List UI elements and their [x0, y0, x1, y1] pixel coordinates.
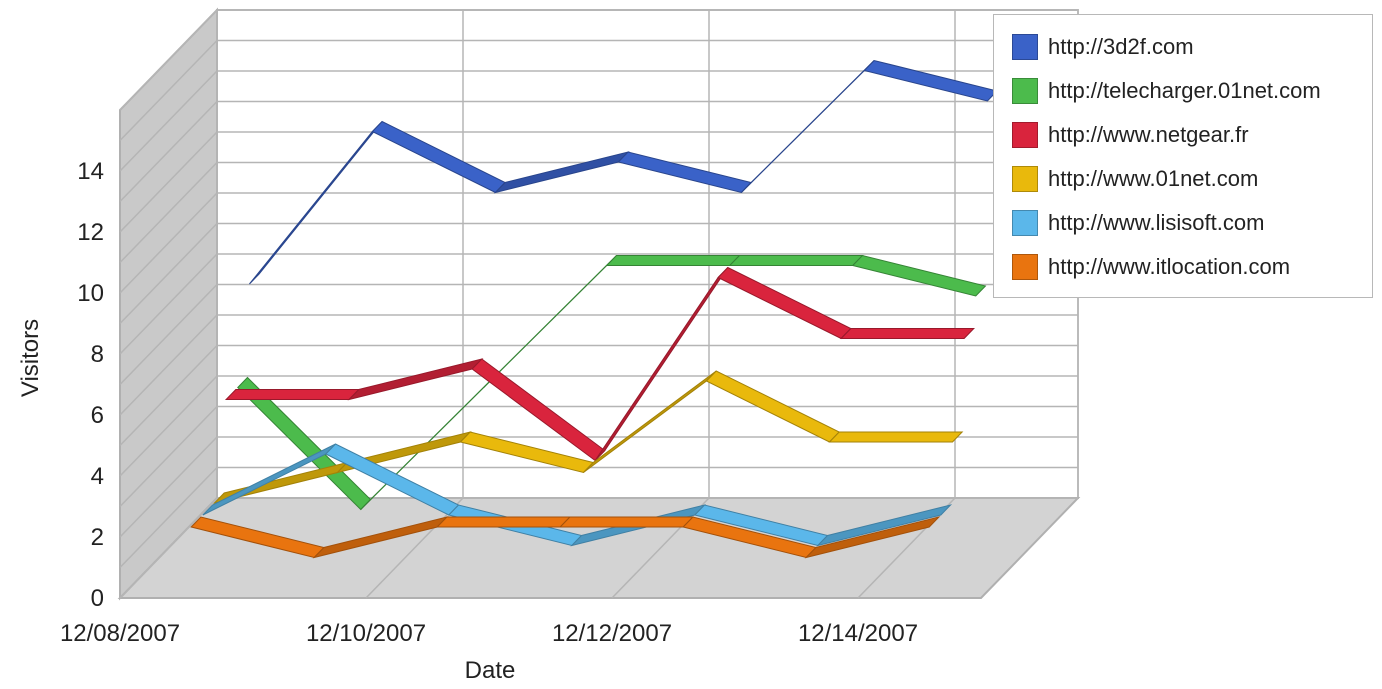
chart-series — [190, 59, 999, 559]
series-segment — [816, 504, 953, 547]
y-tick-label: 12 — [77, 219, 104, 246]
series-segment — [436, 516, 572, 528]
gridline-x — [119, 10, 218, 599]
series-segment — [839, 328, 976, 339]
gridline-x — [857, 10, 956, 599]
legend-label: http://www.itlocation.com — [1048, 254, 1291, 279]
x-axis-title: Date — [465, 657, 516, 684]
y-axis-title: Visitors — [17, 319, 44, 397]
legend-swatch — [1012, 210, 1038, 236]
legend-swatch — [1012, 122, 1038, 148]
series-segment — [851, 254, 987, 297]
legend-swatch — [1012, 78, 1038, 104]
legend-item: http://3d2f.com — [994, 25, 1372, 69]
chart-gridlines — [119, 9, 1078, 599]
y-tick-label: 8 — [91, 341, 104, 368]
series-segment — [605, 255, 741, 266]
legend-label: http://www.01net.com — [1048, 166, 1259, 191]
x-tick-label: 12/14/2007 — [798, 620, 918, 647]
legend-label: http://www.netgear.fr — [1048, 122, 1249, 147]
chart-labels: 0 2 4 6 8 10 12 14 12/08/2007 12/10/2007 12/12/200… — [60, 158, 918, 647]
x-tick-label: 12/10/2007 — [306, 620, 426, 647]
legend-swatch — [1012, 254, 1038, 280]
legend-item: http://www.lisisoft.com — [994, 201, 1372, 245]
legend-swatch — [1012, 166, 1038, 192]
legend-item: http://www.itlocation.com — [994, 245, 1372, 289]
legend-item: http://www.netgear.fr — [994, 113, 1372, 157]
series-segment — [728, 255, 864, 266]
y-tick-label: 2 — [91, 524, 104, 551]
legend-label: http://www.lisisoft.com — [1048, 210, 1265, 235]
y-tick-label: 4 — [91, 463, 104, 490]
series-segment — [559, 516, 695, 528]
series-segment — [224, 389, 361, 400]
series-segment — [828, 431, 964, 443]
y-tick-label: 10 — [77, 280, 104, 307]
series-segment — [804, 516, 941, 559]
y-tick-label: 14 — [77, 158, 104, 185]
y-tick-label: 6 — [91, 402, 104, 429]
y-tick-label: 0 — [91, 585, 104, 612]
x-tick-label: 12/12/2007 — [552, 620, 672, 647]
legend-item: http://www.01net.com — [994, 157, 1372, 201]
legend-label: http://3d2f.com — [1048, 34, 1194, 59]
legend-swatch — [1012, 34, 1038, 60]
chart-legend: http://3d2f.com http://telecharger.01net.… — [993, 14, 1373, 298]
x-tick-label: 12/08/2007 — [60, 620, 180, 647]
legend-item: http://telecharger.01net.com — [994, 69, 1372, 113]
legend-label: http://telecharger.01net.com — [1048, 78, 1321, 103]
